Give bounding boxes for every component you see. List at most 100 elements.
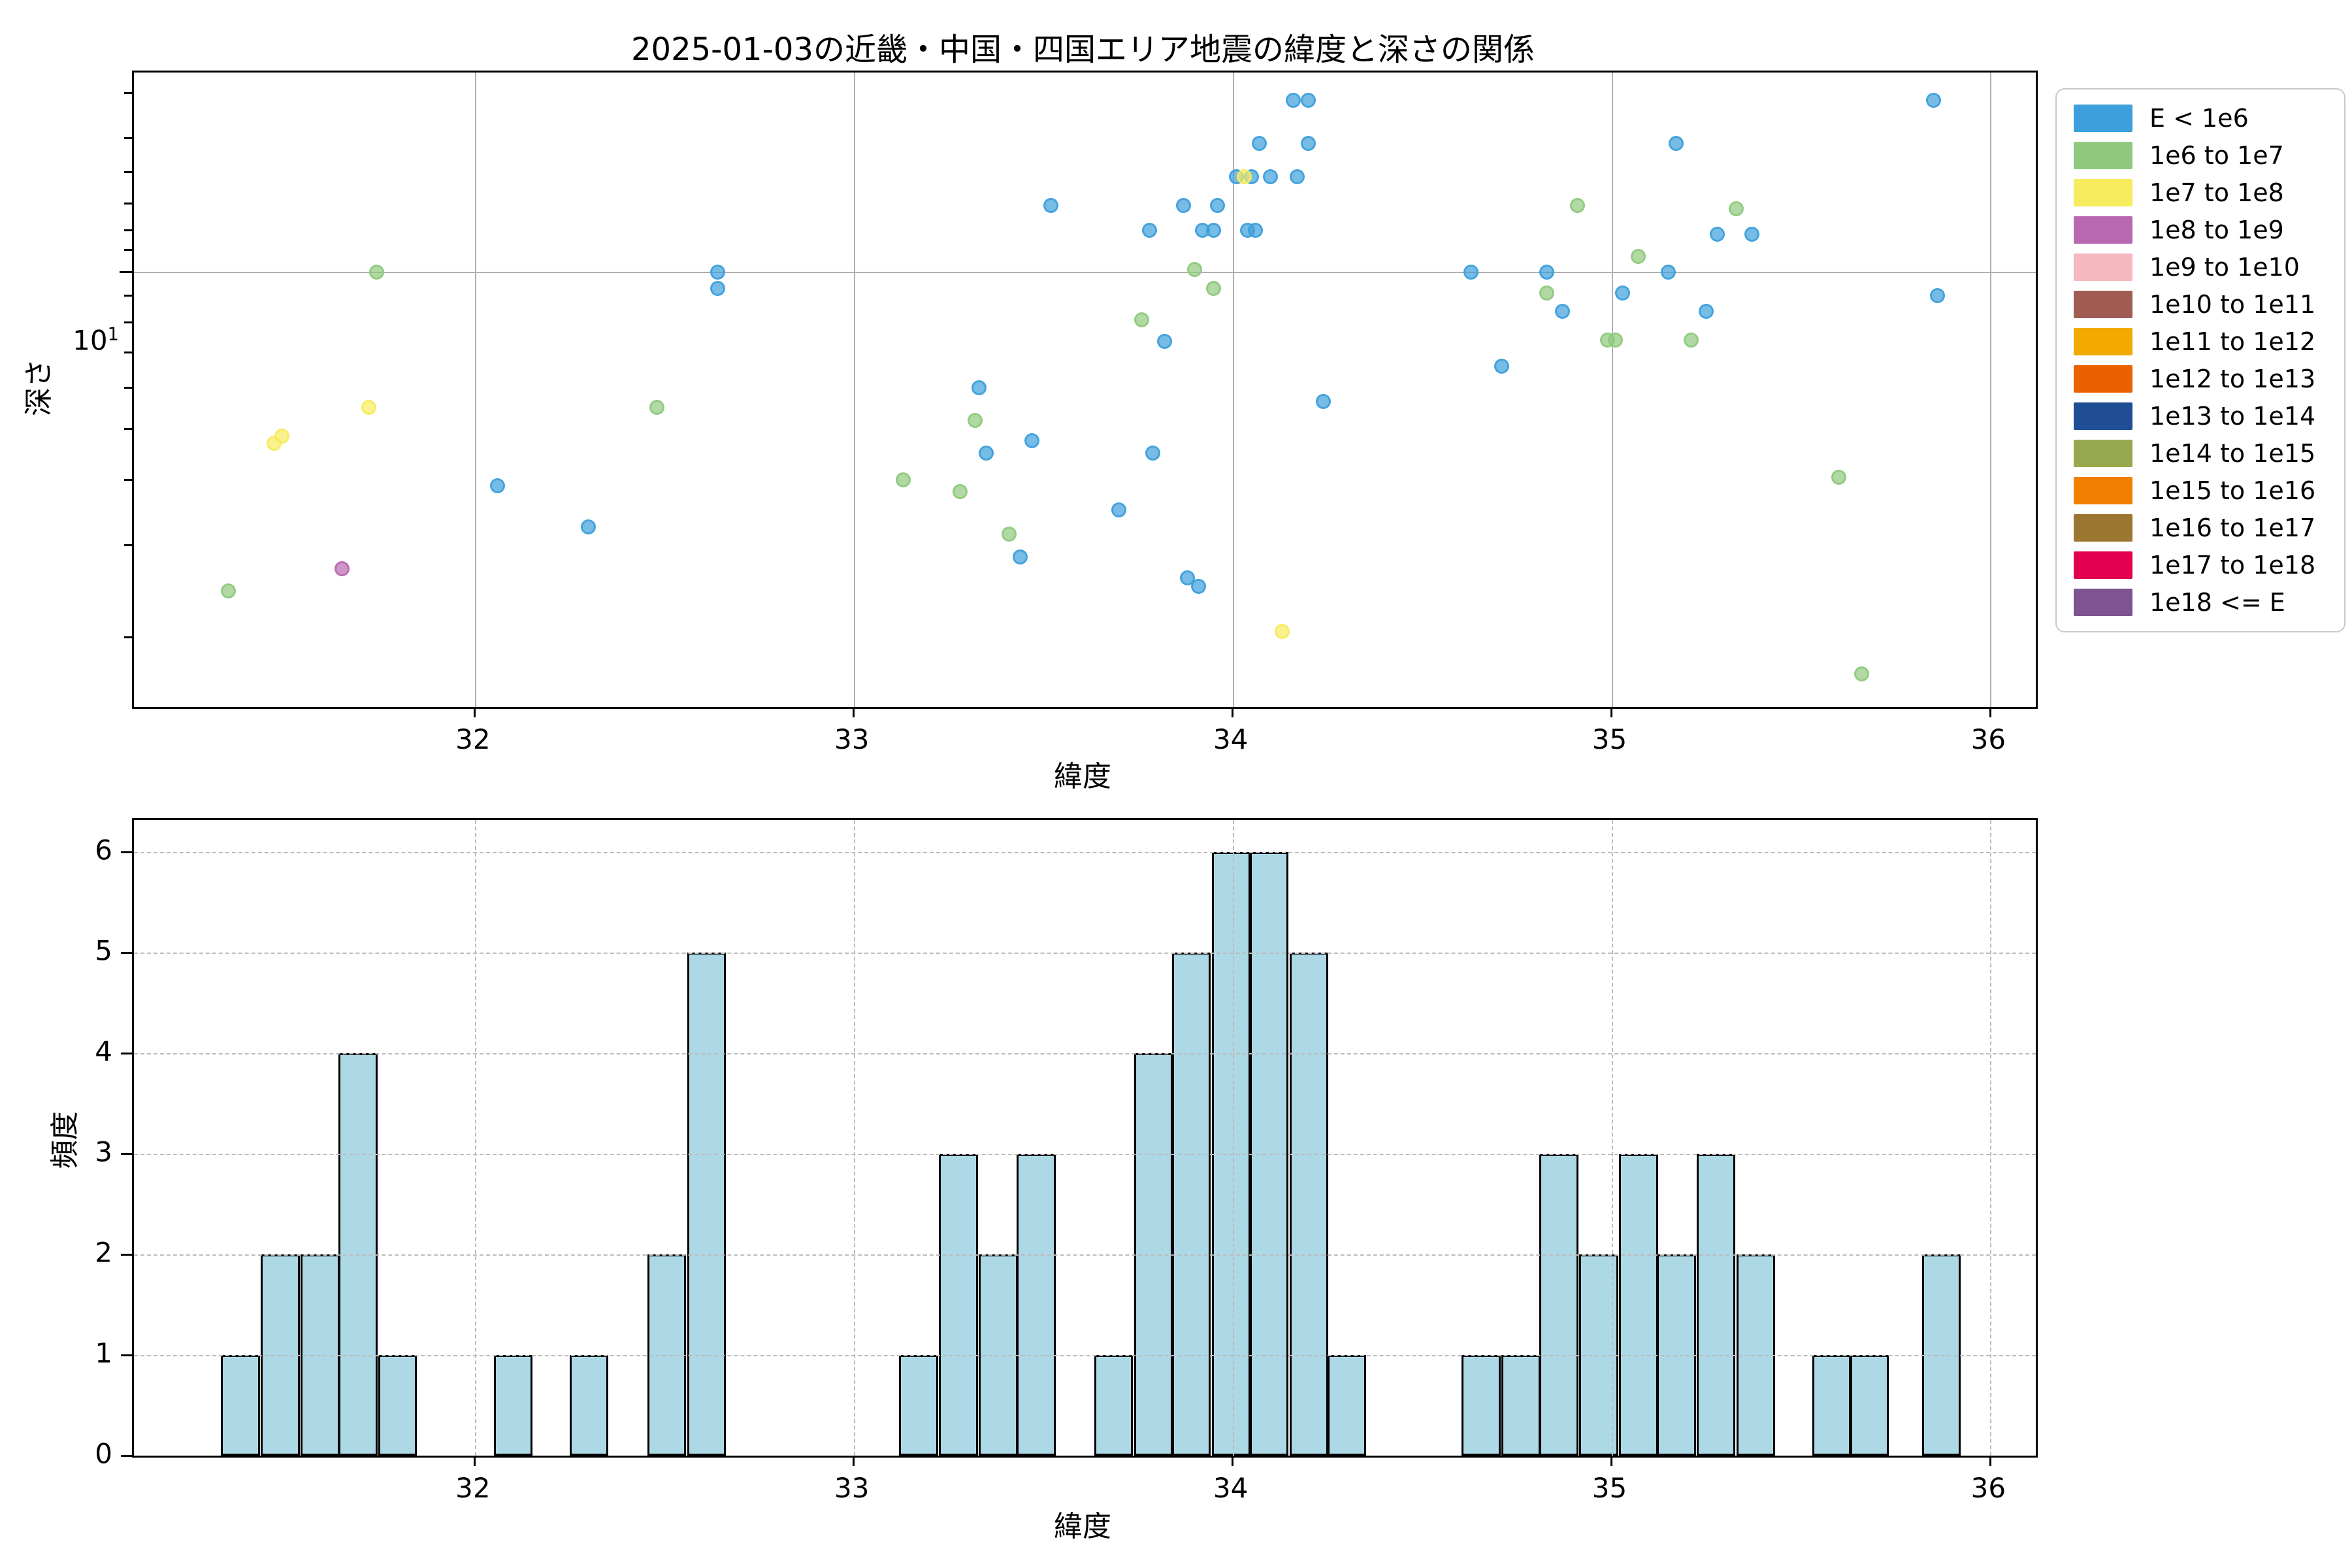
scatter-gridlines: [134, 73, 2036, 707]
scatter-tick-35: 35: [1592, 723, 1627, 755]
gridline-x-34: [1232, 73, 1234, 707]
tickmark-x-33: [853, 1456, 855, 1466]
gridline-x-32: [474, 820, 476, 1456]
hist-ytick-0: 0: [95, 1437, 112, 1470]
legend-label: 1e16 to 1e17: [2149, 514, 2316, 542]
tickmark-y-minor: [124, 91, 133, 94]
legend-label: E < 1e6: [2149, 104, 2249, 133]
data-point: [1539, 264, 1555, 280]
tickmark-y-0: [121, 1454, 133, 1457]
gridline-x-33: [853, 73, 855, 707]
data-point: [710, 280, 725, 296]
tickmark-y-minor: [124, 428, 133, 431]
legend-swatch-icon: [2074, 142, 2132, 169]
tickmark-x-36: [1989, 1456, 1991, 1466]
tickmark-x-35: [1610, 707, 1613, 717]
data-point: [967, 412, 983, 428]
scatter-tickmarks: [120, 73, 2036, 717]
data-point: [1316, 393, 1331, 409]
data-point: [1263, 169, 1279, 185]
gridline-y-3: [134, 1154, 2036, 1155]
data-point: [1141, 223, 1157, 238]
legend-label: 1e18 <= E: [2149, 588, 2285, 617]
histogram-bar: [1501, 1355, 1541, 1456]
data-point: [490, 478, 506, 493]
data-point: [1925, 92, 1941, 108]
scatter-x-axis-label: 緯度: [1054, 760, 1111, 793]
data-point: [1187, 262, 1203, 278]
histogram-bar: [1017, 1154, 1056, 1456]
scatter-tick-32: 32: [455, 723, 491, 755]
data-point: [1710, 226, 1725, 242]
data-point: [1175, 197, 1191, 213]
gridline-y-10: [134, 272, 2036, 273]
histogram-bar: [569, 1355, 609, 1456]
legend-item-8: 1e13 to 1e14: [2074, 402, 2327, 431]
hist-tick-33: 33: [834, 1472, 870, 1504]
gridline-y-2: [134, 1254, 2036, 1256]
tickmark-y-minor: [124, 249, 133, 252]
legend-item-0: E < 1e6: [2074, 104, 2327, 133]
histogram-bar: [1697, 1154, 1736, 1456]
data-point: [1699, 304, 1714, 319]
histogram-bar: [1539, 1154, 1578, 1456]
legend-item-13: 1e18 <= E: [2074, 588, 2327, 617]
data-point: [1463, 264, 1479, 280]
histogram-x-axis-label: 緯度: [1054, 1510, 1111, 1543]
tickmark-x-32: [474, 707, 476, 717]
data-point: [1206, 280, 1222, 296]
data-point: [1539, 286, 1555, 301]
data-point: [971, 380, 987, 395]
data-point: [221, 583, 237, 599]
scatter-tick-36: 36: [1970, 723, 2006, 755]
gridline-x-36: [1990, 73, 1992, 707]
histogram-bar: [1094, 1355, 1134, 1456]
data-point: [1285, 92, 1301, 108]
scatter-plot-area: [120, 71, 2038, 717]
legend-item-10: 1e15 to 1e16: [2074, 476, 2327, 505]
data-point: [1145, 445, 1161, 461]
tickmark-y-4: [121, 1052, 133, 1054]
data-point: [1301, 136, 1316, 152]
data-point: [1729, 201, 1744, 217]
histogram-bar: [687, 953, 727, 1456]
data-point: [952, 483, 968, 499]
gridline-x-36: [1990, 820, 1992, 1456]
tickmark-x-36: [1989, 707, 1991, 717]
data-point: [274, 428, 289, 444]
hist-tick-34: 34: [1213, 1472, 1249, 1504]
gridline-y-6: [134, 852, 2036, 853]
legend: E < 1e6 1e6 to 1e7 1e7 to 1e8 1e8 to 1e9 1e9…: [2055, 88, 2345, 632]
legend-item-1: 1e6 to 1e7: [2074, 141, 2327, 170]
data-point: [1024, 433, 1039, 449]
scatter-points-layer: [134, 73, 2036, 707]
data-point: [1190, 579, 1206, 595]
legend-swatch-icon: [2074, 477, 2132, 504]
data-point: [1661, 264, 1676, 280]
tickmark-x-35: [1610, 1456, 1613, 1466]
data-point: [979, 445, 994, 461]
legend-label: 1e12 to 1e13: [2149, 365, 2316, 393]
data-point: [1206, 223, 1222, 238]
scatter-tick-34: 34: [1213, 723, 1249, 755]
data-point: [1929, 288, 1945, 304]
histogram-plot-area: [121, 818, 2038, 1466]
gridline-x-35: [1611, 820, 1613, 1456]
legend-swatch-icon: [2074, 514, 2132, 542]
scatter-tick-33: 33: [834, 723, 870, 755]
data-point: [1615, 286, 1631, 301]
data-point: [335, 561, 350, 577]
tickmark-y-minor: [124, 295, 133, 297]
legend-swatch-icon: [2074, 551, 2132, 579]
tickmark-y-minor: [124, 137, 133, 140]
legend-item-7: 1e12 to 1e13: [2074, 365, 2327, 393]
legend-swatch-icon: [2074, 365, 2132, 393]
data-point: [1494, 358, 1509, 374]
data-point: [1236, 169, 1252, 185]
hist-ytick-1: 1: [95, 1337, 112, 1369]
gridline-x-35: [1611, 73, 1613, 707]
tickmark-y-1: [121, 1354, 133, 1356]
legend-item-4: 1e9 to 1e10: [2074, 253, 2327, 282]
tickmark-y-minor: [124, 203, 133, 205]
